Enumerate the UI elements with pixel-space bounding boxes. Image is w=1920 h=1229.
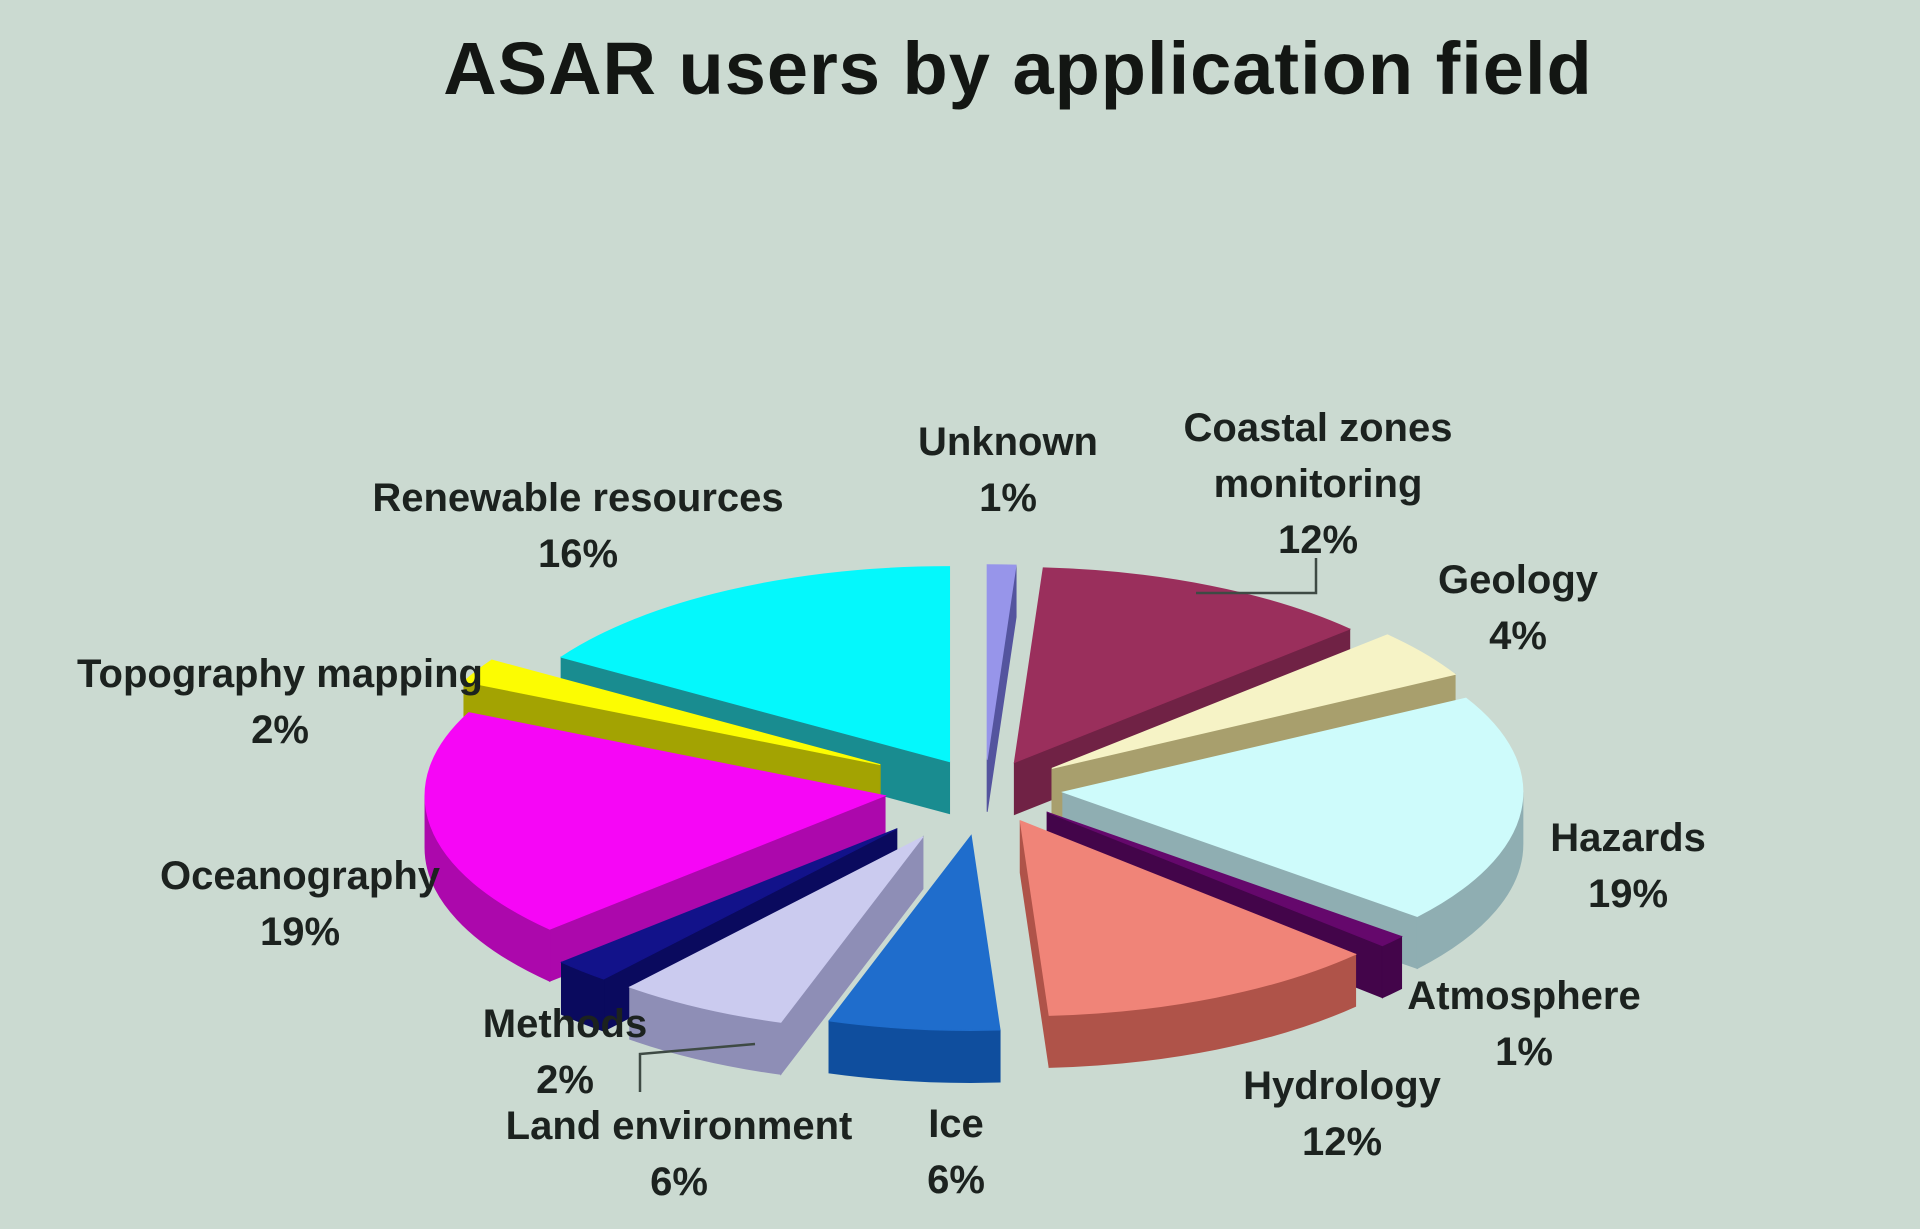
slice-label-oceanography: Oceanography 19% bbox=[159, 854, 441, 954]
pie-slice-unknown bbox=[986, 564, 1017, 812]
chart-title: ASAR users by application field bbox=[443, 27, 1593, 110]
slice-label-coastal-zones-monitoring: Coastal zones monitoring 12% bbox=[1183, 406, 1453, 562]
leader-line-coastal-zones-monitoring bbox=[1196, 558, 1318, 595]
slice-label-hydrology: Hydrology 12% bbox=[1243, 1064, 1441, 1164]
slice-label-geology: Geology 4% bbox=[1437, 558, 1599, 658]
slice-label-methods: Methods 2% bbox=[482, 1002, 648, 1102]
leader-line-land-environment bbox=[638, 1042, 756, 1092]
slice-label-unknown: Unknown 1% bbox=[918, 420, 1098, 520]
slice-label-topography-mapping: Topography mapping 2% bbox=[77, 652, 483, 752]
slice-label-hazards: Hazards 19% bbox=[1550, 816, 1706, 916]
pie-slice-ice bbox=[828, 834, 1001, 1083]
pie-slice-land-environment bbox=[628, 835, 924, 1076]
slice-label-atmosphere: Atmosphere 1% bbox=[1407, 974, 1641, 1074]
pie-slice-hydrology bbox=[1019, 819, 1357, 1068]
slice-label-renewable-resources: Renewable resources 16% bbox=[372, 476, 784, 576]
slice-label-land-environment: Land environment 6% bbox=[505, 1104, 853, 1204]
slice-label-ice: Ice 6% bbox=[927, 1102, 985, 1202]
